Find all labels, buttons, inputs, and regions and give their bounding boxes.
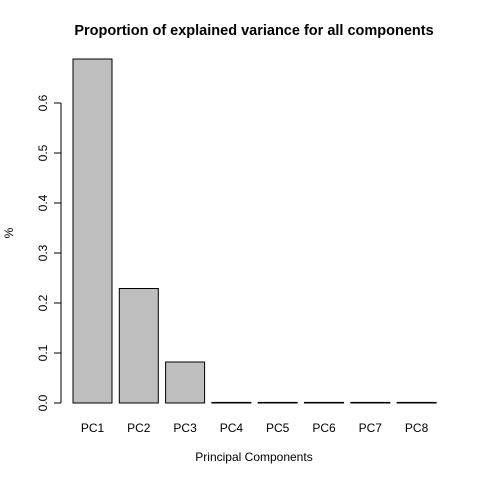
bar-pc4 bbox=[211, 401, 252, 404]
y-tick-label: 0.3 bbox=[36, 244, 50, 261]
y-tick-label: 0.1 bbox=[36, 344, 50, 361]
x-tick-labels: PC1 PC2 PC3 PC4 PC5 PC6 PC7 PC8 bbox=[81, 421, 429, 435]
bar-pc3 bbox=[165, 361, 206, 404]
bars bbox=[72, 58, 437, 404]
y-tick-label: 0.5 bbox=[36, 144, 50, 161]
x-tick-label: PC5 bbox=[266, 421, 290, 435]
bar-pc7 bbox=[350, 401, 391, 404]
x-tick-label: PC2 bbox=[127, 421, 151, 435]
x-tick-label: PC4 bbox=[220, 421, 244, 435]
y-tick-label: 0.2 bbox=[36, 294, 50, 311]
y-axis: 0.0 0.1 0.2 0.3 0.4 0.5 0.6 bbox=[36, 94, 62, 411]
x-tick-label: PC3 bbox=[173, 421, 197, 435]
y-tick-label: 0.0 bbox=[36, 394, 50, 411]
x-tick-label: PC8 bbox=[405, 421, 429, 435]
bar-pc5 bbox=[257, 401, 298, 404]
x-tick-label: PC6 bbox=[312, 421, 336, 435]
y-tick-label: 0.6 bbox=[36, 94, 50, 111]
x-tick-label: PC7 bbox=[359, 421, 383, 435]
x-axis-label: Principal Components bbox=[195, 450, 312, 464]
bar-pc8 bbox=[396, 401, 437, 404]
bar-pc1 bbox=[72, 58, 113, 404]
bar-pc2 bbox=[118, 288, 159, 404]
x-tick-label: PC1 bbox=[81, 421, 105, 435]
y-axis-label: % bbox=[2, 227, 16, 238]
y-tick-label: 0.4 bbox=[36, 194, 50, 211]
bar-pc6 bbox=[304, 401, 344, 404]
chart-title: Proportion of explained variance for all… bbox=[74, 23, 433, 39]
